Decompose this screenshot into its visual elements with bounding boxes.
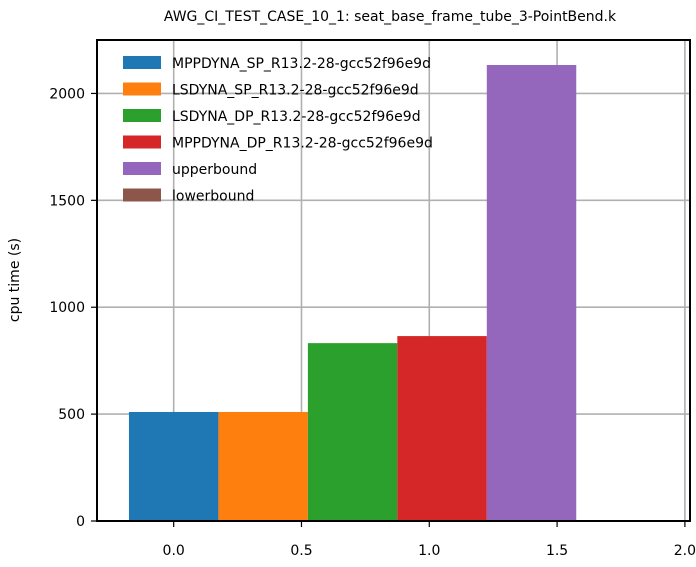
chart-title: AWG_CI_TEST_CASE_10_1: seat_base_frame_t…: [164, 9, 617, 25]
tick-labels: 0.0 0.5 1.0 1.5 2.0 0 500 1000 1500 2000: [49, 86, 696, 559]
legend-label: upperbound: [172, 162, 257, 178]
y-tick-label: 2000: [49, 86, 85, 102]
legend: MPPDYNA_SP_R13.2-28-gcc52f96e9d LSDYNA_SP…: [123, 56, 433, 205]
y-tick-label: 1500: [49, 193, 85, 209]
y-tick-label: 1000: [49, 300, 85, 316]
axes: [91, 39, 691, 527]
x-tick-label: 0.0: [163, 543, 185, 559]
x-tick-label: 1.0: [418, 543, 440, 559]
legend-swatch: [123, 188, 161, 202]
y-tick-label: 0: [76, 514, 85, 530]
x-tick-label: 1.5: [546, 543, 568, 559]
x-tick-label: 0.5: [290, 543, 312, 559]
legend-label: MPPDYNA_DP_R13.2-28-gcc52f96e9d: [172, 136, 433, 152]
legend-swatch: [123, 162, 161, 175]
legend-label: LSDYNA_SP_R13.2-28-gcc52f96e9d: [172, 83, 419, 99]
legend-label: LSDYNA_DP_R13.2-28-gcc52f96e9d: [172, 109, 421, 125]
y-axis-label: cpu time (s): [7, 238, 23, 322]
y-tick-label: 500: [58, 407, 85, 423]
bar-upperbound: [486, 65, 577, 522]
bar-lsdyna-sp-r13-2-28-gcc52f96e9d: [218, 411, 308, 521]
legend-swatch: [123, 135, 161, 149]
legend-swatch: [123, 109, 161, 122]
bar-lsdyna-dp-r13-2-28-gcc52f96e9d: [307, 343, 398, 521]
legend-label: MPPDYNA_SP_R13.2-28-gcc52f96e9d: [172, 56, 431, 72]
bar-mppdyna-dp-r13-2-28-gcc52f96e9d: [397, 336, 487, 521]
legend-swatch: [123, 56, 161, 69]
x-tick-label: 2.0: [674, 543, 696, 559]
plot-frame: [96, 39, 691, 522]
legend-label: lowerbound: [172, 189, 254, 205]
legend-swatch: [123, 82, 161, 96]
bar-mppdyna-sp-r13-2-28-gcc52f96e9d: [128, 411, 219, 521]
bars: [128, 65, 577, 522]
